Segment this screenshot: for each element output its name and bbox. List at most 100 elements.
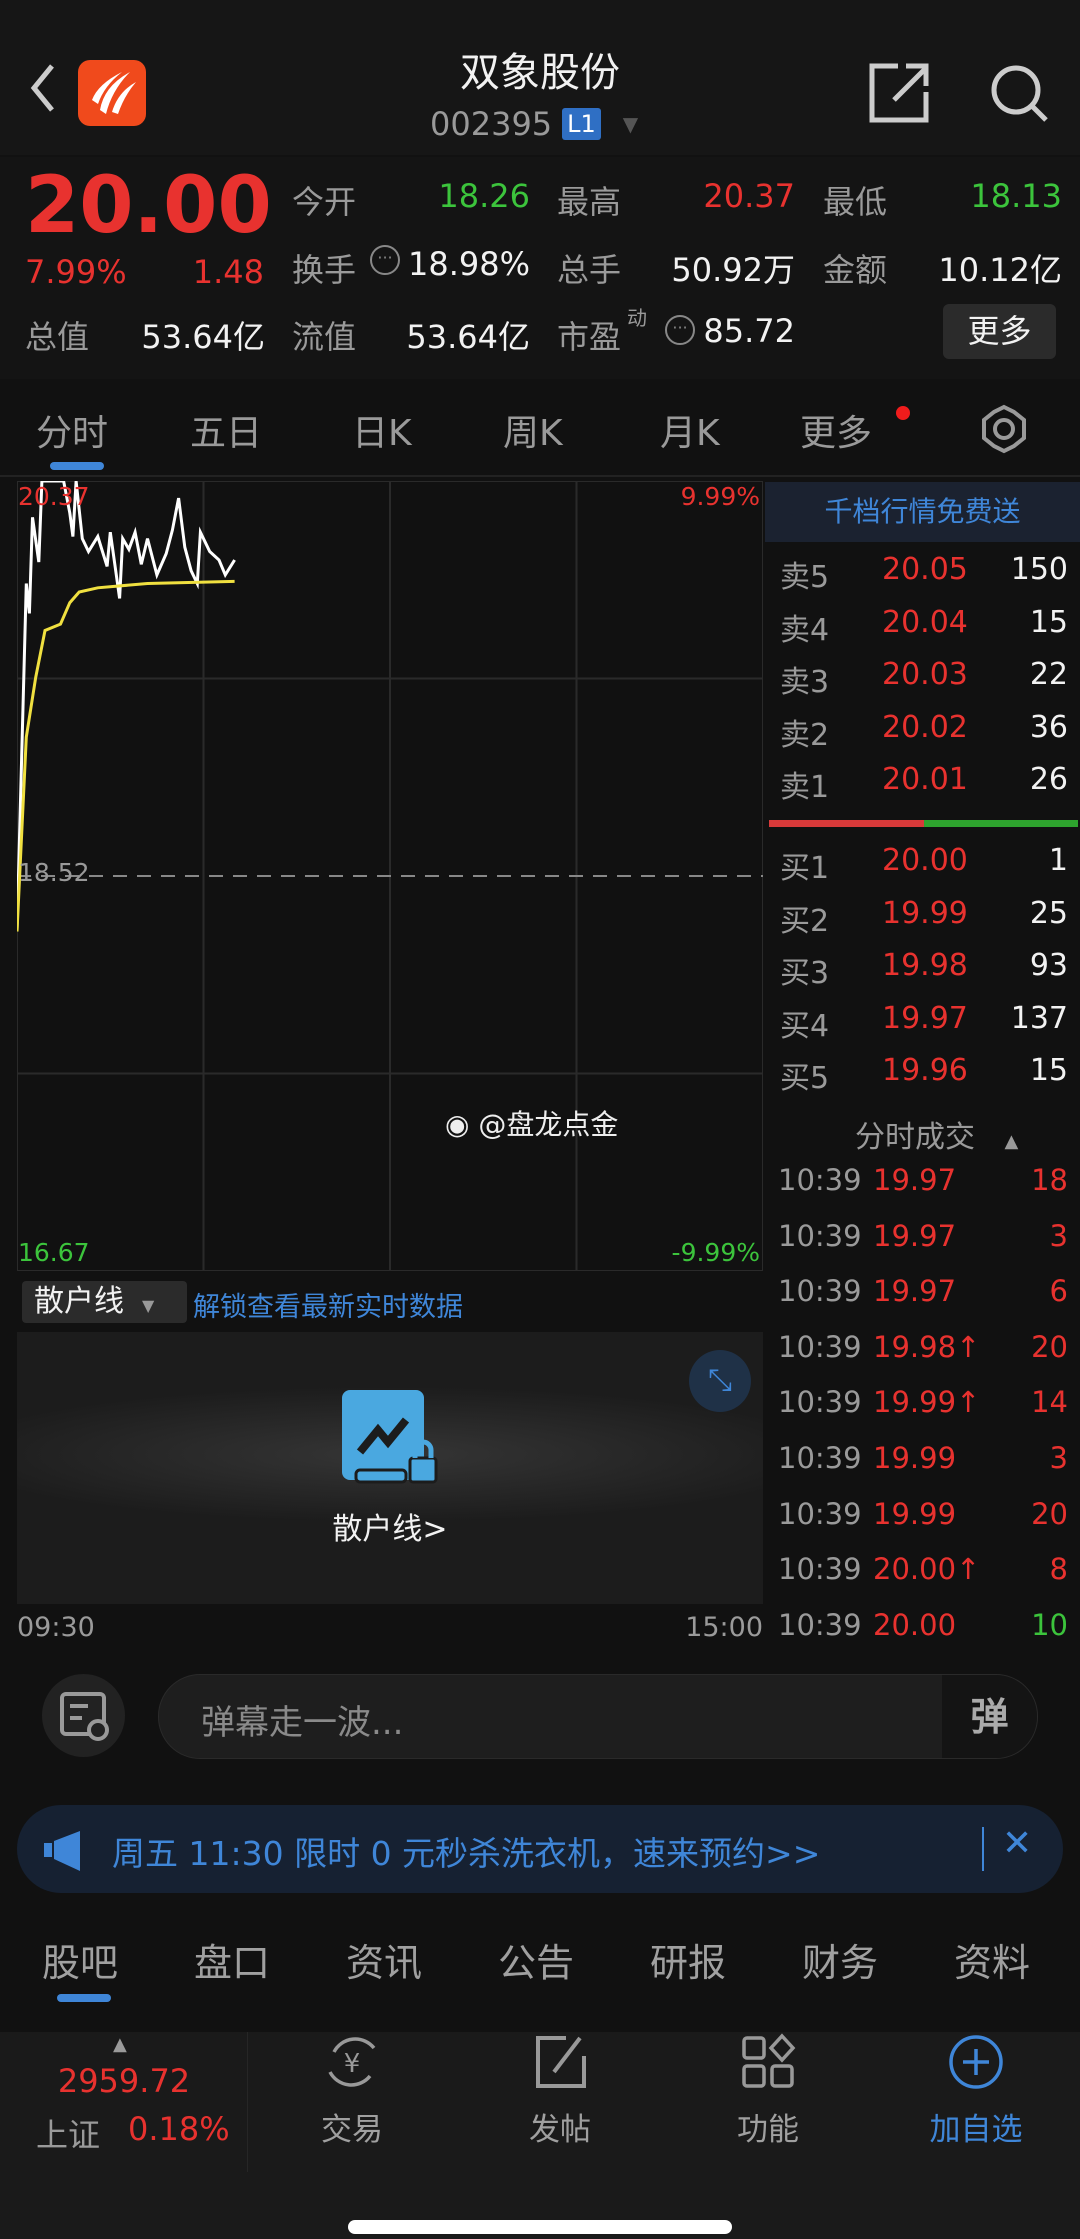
trade-price: 19.99 (873, 1496, 957, 1531)
trade-volume: 20 (1031, 1329, 1068, 1364)
trade-time: 10:39 (778, 1329, 862, 1364)
edit-icon (536, 2036, 586, 2088)
active-tab-indicator (57, 1994, 111, 2002)
intraday-chart[interactable] (17, 481, 763, 1271)
ask-volume: 26 (1029, 762, 1068, 797)
y-label-high: 20.37 (18, 482, 90, 511)
trade-price: 19.99↑ (873, 1385, 981, 1420)
divider (982, 1827, 984, 1871)
turnover-label: 换手 (292, 251, 357, 289)
quote-panel: 20.00 7.99% 1.48 总值 53.64亿 今开 18.26 最高 2… (0, 157, 1080, 379)
tab-daily-k[interactable]: 日K (352, 413, 412, 454)
dropdown-arrow-icon[interactable]: ▼ (622, 112, 639, 136)
indicator-select[interactable]: 散户线 ▼ (22, 1281, 187, 1323)
trade-time: 10:39 (778, 1385, 862, 1420)
trade-time: 10:39 (778, 1607, 862, 1642)
bid-price: 19.97 (882, 1000, 968, 1036)
trade-price: 19.99 (873, 1441, 957, 1475)
total-cap-label: 总值 (25, 318, 90, 356)
search-icon[interactable] (988, 62, 1052, 124)
home-indicator[interactable] (348, 2220, 732, 2234)
close-icon[interactable]: ✕ (1002, 1823, 1033, 1864)
trade-volume: 3 (1049, 1441, 1068, 1475)
ask-row[interactable]: 卖5 20.05 150 (780, 552, 1070, 595)
danmu-input[interactable]: 弹幕走一波... 弹 (158, 1674, 1038, 1759)
post-button[interactable]: 发帖 (490, 2032, 630, 2149)
tab-monthly-k[interactable]: 月K (660, 413, 720, 454)
bid-row[interactable]: 买4 19.97 137 (780, 1000, 1070, 1044)
trade-time: 10:39 (778, 1163, 862, 1197)
locked-indicator-label[interactable]: 散户线> (332, 1512, 448, 1547)
ask-level: 卖2 (780, 717, 830, 753)
ask-volume: 150 (1010, 552, 1068, 587)
stock-name: 双象股份 (460, 50, 620, 96)
trade-time: 10:39 (778, 1441, 862, 1475)
ask-row[interactable]: 卖1 20.01 26 (780, 762, 1070, 805)
unlock-link[interactable]: 解锁查看最新实时数据 (193, 1292, 463, 1323)
trade-button[interactable]: ¥ 交易 (282, 2032, 422, 2149)
promo-banner[interactable]: 周五 11:30 限时 0 元秒杀洗衣机，速来预约>> ✕ (17, 1805, 1063, 1893)
back-button[interactable] (22, 58, 62, 118)
amount-label: 金额 (823, 251, 888, 289)
orderbook-promo[interactable]: 千档行情免费送 (765, 482, 1080, 542)
bid-row[interactable]: 买2 19.99 25 (780, 895, 1070, 939)
tab-research[interactable]: 研报 (650, 1941, 727, 1985)
ask-row[interactable]: 卖4 20.04 15 (780, 604, 1070, 648)
trade-price: 20.00↑ (873, 1552, 981, 1587)
ask-price: 20.02 (882, 709, 968, 745)
ask-price: 20.01 (882, 762, 968, 797)
tab-news[interactable]: 资讯 (346, 1941, 423, 1985)
trade-time: 10:39 (778, 1496, 862, 1531)
info-icon[interactable]: ··· (665, 315, 695, 345)
float-cap-value: 53.64亿 (406, 318, 530, 356)
ask-level: 卖1 (780, 770, 830, 805)
trades-header[interactable]: 分时成交 ▲ (855, 1112, 1018, 1156)
open-value: 18.26 (438, 177, 530, 215)
trade-price: 19.97 (873, 1218, 957, 1253)
trade-volume: 20 (1031, 1496, 1068, 1531)
more-button[interactable]: 更多 (943, 304, 1056, 359)
ask-price: 20.04 (882, 604, 968, 640)
tab-profile[interactable]: 资料 (954, 1941, 1031, 1985)
index-widget[interactable]: ▲ 2959.72 上证 0.18% (0, 2032, 248, 2172)
tab-pankou[interactable]: 盘口 (194, 1941, 271, 1985)
add-watchlist-button[interactable]: 加自选 (906, 2032, 1046, 2149)
trade-price: 19.97 (873, 1274, 957, 1309)
functions-button[interactable]: 功能 (698, 2032, 838, 2149)
locked-indicator-panel[interactable]: 散户线> ⤡ (17, 1332, 763, 1604)
level-badge[interactable]: L1 (562, 108, 601, 140)
current-price: 20.00 (25, 161, 272, 251)
share-icon[interactable] (868, 62, 932, 124)
danmu-settings-icon (60, 1692, 109, 1741)
tab-guba[interactable]: 股吧 (42, 1941, 119, 1985)
indicator-select-value: 散户线 (34, 1284, 124, 1319)
tab-5day[interactable]: 五日 (190, 413, 263, 454)
danmu-send-button[interactable]: 弹 (942, 1675, 1037, 1758)
ask-row[interactable]: 卖3 20.03 22 (780, 657, 1070, 700)
app-logo[interactable] (78, 60, 146, 126)
bid-row[interactable]: 买5 19.96 15 (780, 1053, 1070, 1096)
bid-row[interactable]: 买1 20.00 1 (780, 843, 1070, 886)
danmu-settings-button[interactable] (42, 1674, 125, 1757)
add-watchlist-label: 加自选 (929, 2112, 1023, 2148)
header: 双象股份 002395 L1 ▼ (0, 0, 1080, 155)
bid-price: 19.96 (882, 1053, 968, 1088)
settings-gear-icon[interactable] (980, 404, 1028, 454)
tab-announcements[interactable]: 公告 (498, 1941, 575, 1985)
expand-button[interactable]: ⤡ (689, 1350, 751, 1412)
ask-row[interactable]: 卖2 20.02 36 (780, 709, 1070, 753)
tab-finance[interactable]: 财务 (802, 1941, 879, 1985)
trade-volume: 8 (1049, 1552, 1068, 1587)
bid-price: 19.99 (882, 895, 968, 931)
svg-text:¥: ¥ (344, 2049, 361, 2079)
trade-volume: 18 (1031, 1163, 1068, 1197)
bid-price: 19.98 (882, 948, 968, 983)
pe-label: 市盈 (557, 318, 622, 356)
tab-more[interactable]: 更多 (800, 413, 873, 454)
bid-row[interactable]: 买3 19.98 93 (780, 948, 1070, 991)
y-label-prev-close: 18.52 (18, 858, 90, 887)
info-icon[interactable]: ··· (370, 245, 400, 275)
section-tabs: 股吧 盘口 资讯 公告 研报 财务 资料 (0, 1912, 1080, 2007)
tab-weekly-k[interactable]: 周K (503, 413, 563, 454)
tab-intraday[interactable]: 分时 (36, 413, 109, 454)
